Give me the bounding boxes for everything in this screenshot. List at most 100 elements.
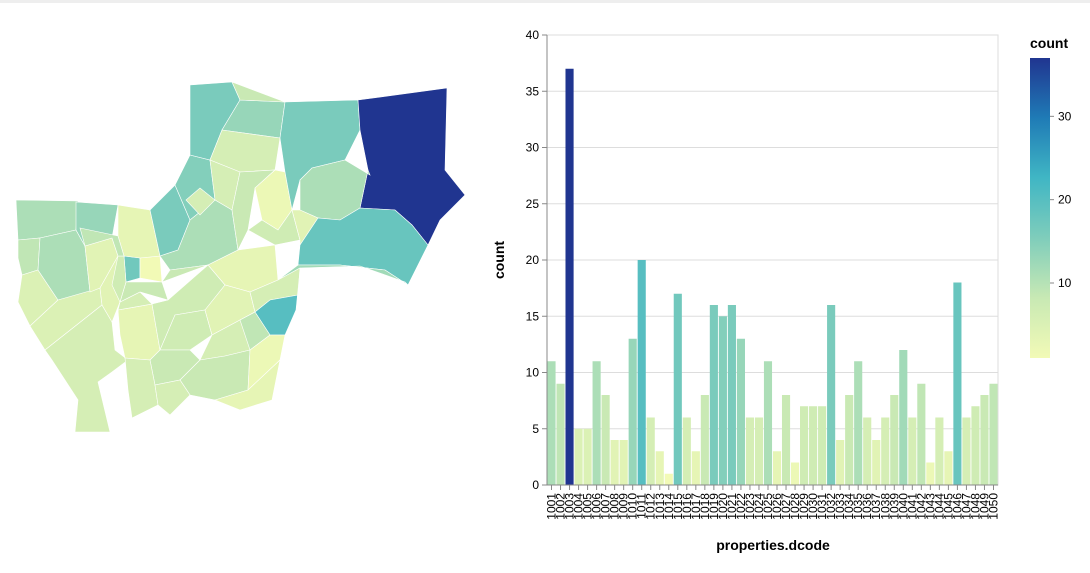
bar-1044[interactable] — [935, 417, 944, 486]
x-tick-label: 1044 — [932, 493, 946, 520]
y-tick-label: 25 — [526, 197, 540, 211]
district-1049[interactable] — [161, 264, 209, 283]
bar-1011[interactable] — [637, 260, 646, 485]
legend-tick-label: 20 — [1058, 193, 1072, 207]
bar-1037[interactable] — [872, 440, 881, 485]
x-tick-label: 1034 — [842, 493, 856, 520]
bar-1027[interactable] — [781, 395, 791, 485]
x-tick-label: 1040 — [896, 493, 910, 520]
x-tick-label: 1011 — [635, 493, 649, 519]
x-tick-label: 1047 — [959, 493, 973, 520]
x-tick-label: 1050 — [986, 493, 1000, 520]
bar-1023[interactable] — [745, 417, 755, 486]
district-1002[interactable] — [17, 237, 41, 276]
bar-1033[interactable] — [836, 440, 845, 485]
x-tick-label: 1007 — [599, 493, 613, 520]
bar-1026[interactable] — [772, 451, 782, 485]
x-tick-label: 1022 — [734, 493, 748, 520]
district-1047[interactable] — [185, 187, 216, 216]
y-tick-label: 35 — [526, 84, 540, 98]
x-tick-label: 1041 — [905, 493, 919, 520]
bar-1041[interactable] — [908, 417, 917, 486]
x-tick-label: 1006 — [590, 493, 604, 520]
bar-1007[interactable] — [601, 395, 610, 485]
bar-1003[interactable] — [565, 68, 574, 485]
color-legend: count 10 20 30 — [1030, 35, 1072, 358]
x-tick-label: 1010 — [626, 493, 640, 520]
bar-1024[interactable] — [754, 417, 764, 486]
x-tick-label: 1008 — [608, 493, 622, 520]
x-tick-label: 1009 — [617, 493, 631, 520]
bar-1040[interactable] — [899, 350, 908, 485]
district-1014[interactable] — [139, 255, 163, 283]
bar-1034[interactable] — [845, 395, 854, 485]
bar-1020[interactable] — [718, 316, 727, 485]
x-tick-label: 1016 — [680, 493, 694, 520]
bar-1029[interactable] — [800, 406, 809, 485]
y-tick-label: 30 — [526, 141, 540, 155]
bar-1043[interactable] — [926, 462, 935, 486]
bar-1030[interactable] — [809, 406, 818, 485]
bar-1036[interactable] — [863, 417, 872, 486]
bar-1032[interactable] — [827, 305, 836, 485]
bar-1031[interactable] — [818, 406, 827, 485]
y-axis-title: count — [491, 241, 507, 279]
top-border — [0, 0, 1090, 3]
x-tick-label: 1005 — [581, 493, 595, 520]
bar-1008[interactable] — [610, 440, 619, 485]
x-tick-label: 1021 — [725, 493, 739, 520]
x-tick-label: 1026 — [770, 493, 784, 520]
bar-1009[interactable] — [619, 440, 628, 485]
x-tick-label: 1019 — [707, 493, 721, 520]
y-tick-label: 15 — [526, 309, 540, 323]
district-1007[interactable] — [231, 81, 286, 103]
x-tick-label: 1023 — [743, 493, 757, 520]
district-1031[interactable] — [159, 309, 213, 351]
bar-1025[interactable] — [763, 361, 773, 485]
bar-1013[interactable] — [655, 451, 664, 485]
bars — [547, 68, 998, 486]
bar-1045[interactable] — [944, 451, 953, 485]
bar-1005[interactable] — [583, 428, 592, 485]
x-tick-label: 1035 — [851, 493, 865, 520]
x-tick-label: 1020 — [716, 493, 730, 520]
x-tick-label: 1048 — [968, 493, 982, 520]
bar-1001[interactable] — [547, 361, 556, 485]
bar-1047[interactable] — [962, 417, 971, 486]
bar-1050[interactable] — [989, 383, 998, 485]
bar-1019[interactable] — [709, 305, 718, 485]
district-1045[interactable] — [214, 359, 281, 411]
bar-1010[interactable] — [628, 338, 637, 485]
x-tick-label: 1029 — [797, 493, 811, 520]
bar-1017[interactable] — [691, 451, 700, 485]
y-tick-label: 20 — [526, 253, 540, 267]
bar-1038[interactable] — [881, 417, 890, 486]
bar-1035[interactable] — [854, 361, 863, 485]
bar-1006[interactable] — [592, 361, 601, 485]
bar-1015[interactable] — [673, 293, 682, 485]
bar-1004[interactable] — [574, 428, 583, 485]
bar-1048[interactable] — [971, 406, 980, 485]
district-1040[interactable] — [277, 264, 409, 286]
district-1044[interactable] — [154, 379, 191, 416]
bar-1042[interactable] — [917, 383, 926, 485]
bar-1014[interactable] — [664, 473, 673, 485]
bar-1028[interactable] — [790, 462, 800, 486]
district-1015[interactable] — [123, 255, 141, 283]
x-tick-label: 1025 — [761, 493, 775, 520]
x-tick-label: 1031 — [815, 493, 829, 520]
district-1050[interactable] — [79, 227, 125, 257]
bar-1046[interactable] — [953, 282, 962, 486]
x-tick-label: 1003 — [563, 493, 577, 520]
bar-1018[interactable] — [700, 395, 709, 485]
bar-1021[interactable] — [727, 305, 736, 485]
bar-1002[interactable] — [556, 383, 565, 485]
bar-1012[interactable] — [646, 417, 655, 486]
bar-1016[interactable] — [682, 417, 691, 486]
x-tick-label: 1018 — [698, 493, 712, 520]
x-tick-label: 1012 — [644, 493, 658, 520]
bar-1039[interactable] — [890, 395, 899, 485]
bar-1022[interactable] — [736, 338, 745, 485]
bar-1049[interactable] — [980, 395, 989, 485]
x-tick-label: 1043 — [923, 493, 937, 520]
